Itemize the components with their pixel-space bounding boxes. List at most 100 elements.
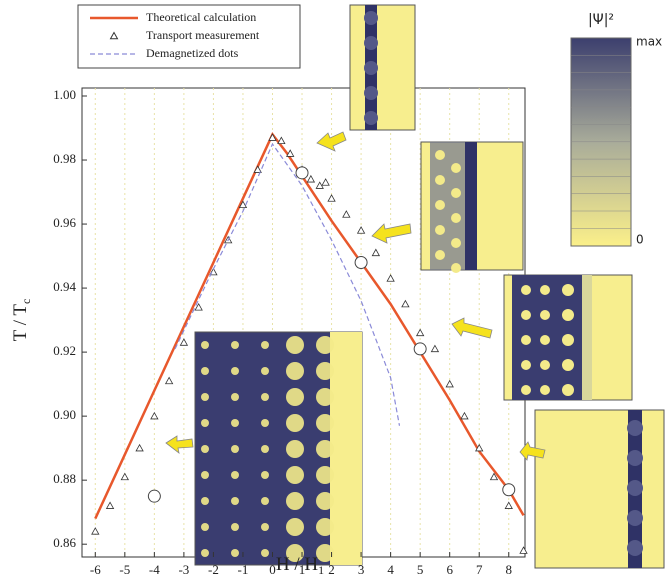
highlight-circle [354, 255, 368, 269]
x-tick-label: -1 [238, 562, 249, 577]
inset-spot [316, 336, 334, 354]
highlight-circle [295, 166, 309, 180]
marker [415, 328, 425, 337]
inset-spot [364, 61, 378, 75]
x-tick-label: 6 [446, 562, 453, 577]
legend-marker [109, 31, 119, 40]
colorbar-min: 0 [636, 233, 644, 247]
inset-top [349, 4, 416, 131]
inset-spot [316, 414, 334, 432]
x-tick-label: 0 [269, 562, 276, 577]
marker [445, 379, 454, 388]
inset-spot [316, 362, 334, 380]
inset-spot [435, 250, 445, 260]
y-tick-label: 0.88 [53, 471, 76, 486]
inset-spot [540, 310, 550, 320]
inset-spot [451, 188, 461, 198]
marker [164, 376, 174, 385]
marker [286, 149, 295, 157]
inset-spot [521, 360, 531, 370]
inset-spot [261, 523, 269, 531]
inset-spot [562, 309, 574, 321]
highlight-circle [502, 483, 516, 497]
inset-spot [451, 263, 461, 273]
inset-spot [316, 492, 334, 510]
inset-large [194, 331, 363, 566]
inset-spot [201, 523, 209, 531]
inset-spot [261, 497, 269, 505]
x-tick-label: 4 [387, 562, 394, 577]
marker [327, 194, 336, 202]
highlight-circle [147, 489, 161, 503]
x-tick-label: 2 [328, 562, 335, 577]
marker [386, 274, 395, 282]
marker [371, 248, 381, 257]
colorbar-title: |Ψ|² [588, 12, 614, 28]
inset-spot [201, 445, 209, 453]
inset-spot [627, 510, 643, 526]
inset-spot [201, 393, 209, 401]
marker [91, 527, 100, 535]
arrows [165, 131, 546, 461]
inset-spot [286, 362, 304, 380]
inset-spot [261, 419, 269, 427]
inset-spot [521, 285, 531, 295]
inset-spot [521, 335, 531, 345]
inset-spot [286, 414, 304, 432]
inset-spot [451, 213, 461, 223]
marker [430, 344, 440, 353]
inset-spot [627, 450, 643, 466]
inset-spot [231, 367, 239, 375]
inset-spot [316, 544, 334, 562]
x-tick-label: -6 [90, 562, 101, 577]
highlight-circle [413, 342, 427, 356]
inset-spot [201, 549, 209, 557]
inset-spot [286, 466, 304, 484]
inset-spot [435, 200, 445, 210]
inset-spot [540, 385, 550, 395]
inset-spot [231, 523, 239, 531]
marker [475, 443, 484, 452]
legend-label: Demagnetized dots [146, 46, 239, 60]
inset-spot [316, 440, 334, 458]
inset-spot [435, 150, 445, 160]
inset-spot [231, 445, 239, 453]
marker [321, 178, 330, 186]
marker [519, 546, 528, 554]
inset-spot [364, 86, 378, 100]
legend-label: Transport measurement [146, 28, 260, 42]
inset-spot [201, 419, 209, 427]
inset-spot [231, 341, 239, 349]
x-tick-label: -3 [178, 562, 189, 577]
x-tick-label: 1 [299, 562, 306, 577]
x-tick-label: 8 [506, 562, 513, 577]
inset-spot [316, 466, 334, 484]
y-tick-label: 0.92 [53, 343, 76, 358]
y-axis-title-sub: c [19, 299, 33, 304]
inset-spot [286, 492, 304, 510]
y-tick-label: 0.98 [53, 151, 76, 166]
marker [504, 501, 513, 509]
marker [277, 136, 286, 145]
x-axis-title: H / H1 [276, 554, 324, 576]
inset-spot [286, 336, 304, 354]
marker [342, 210, 351, 218]
x-axis-title-main: H / H [276, 554, 319, 575]
y-axis-title: T / Tc [10, 299, 32, 342]
inset-spot [562, 384, 574, 396]
inset-spot [627, 480, 643, 496]
inset-spot [316, 388, 334, 406]
marker [179, 338, 189, 346]
marker [150, 411, 159, 420]
marker [135, 443, 144, 452]
marker [489, 472, 499, 481]
marker [315, 181, 324, 189]
inset-spot [286, 544, 304, 562]
inset-spot [286, 388, 304, 406]
colorbar-max: max [636, 35, 662, 49]
inset-spot [261, 393, 269, 401]
marker [105, 501, 115, 509]
x-tick-label: 5 [417, 562, 424, 577]
inset-spot [261, 445, 269, 453]
